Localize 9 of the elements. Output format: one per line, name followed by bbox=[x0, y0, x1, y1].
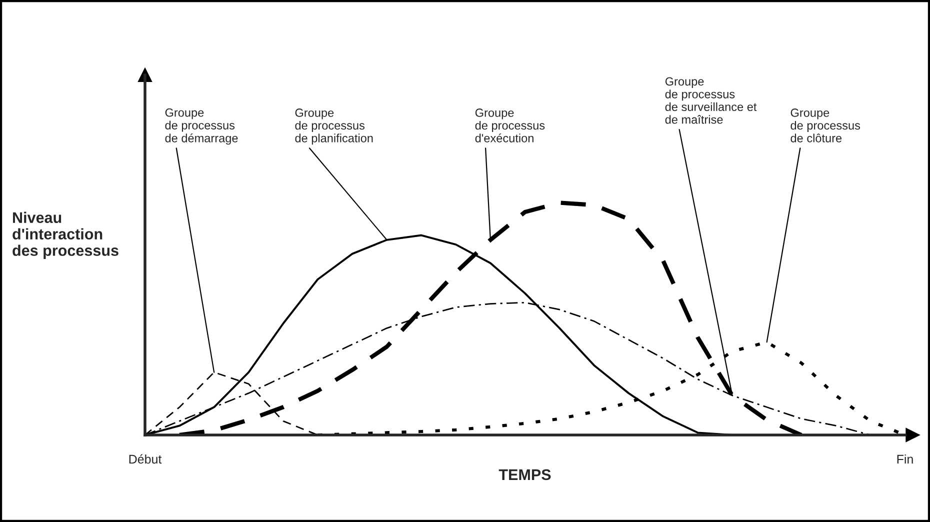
text: Groupe de processus de surveillance et de maîtrise bbox=[665, 77, 757, 124]
text: Groupe de processus d'exécution bbox=[475, 108, 545, 142]
text: Groupe de processus de démarrage bbox=[165, 108, 238, 145]
text: Groupe de processus de planification bbox=[295, 108, 373, 145]
text: Groupe de processus de clôture bbox=[790, 108, 860, 142]
y-axis-title: Niveau d'interaction des processus bbox=[12, 212, 118, 259]
x-tick-label: Fin bbox=[897, 454, 913, 464]
x-tick-label: Début bbox=[129, 454, 162, 464]
x-axis-title: TEMPS bbox=[498, 469, 551, 480]
